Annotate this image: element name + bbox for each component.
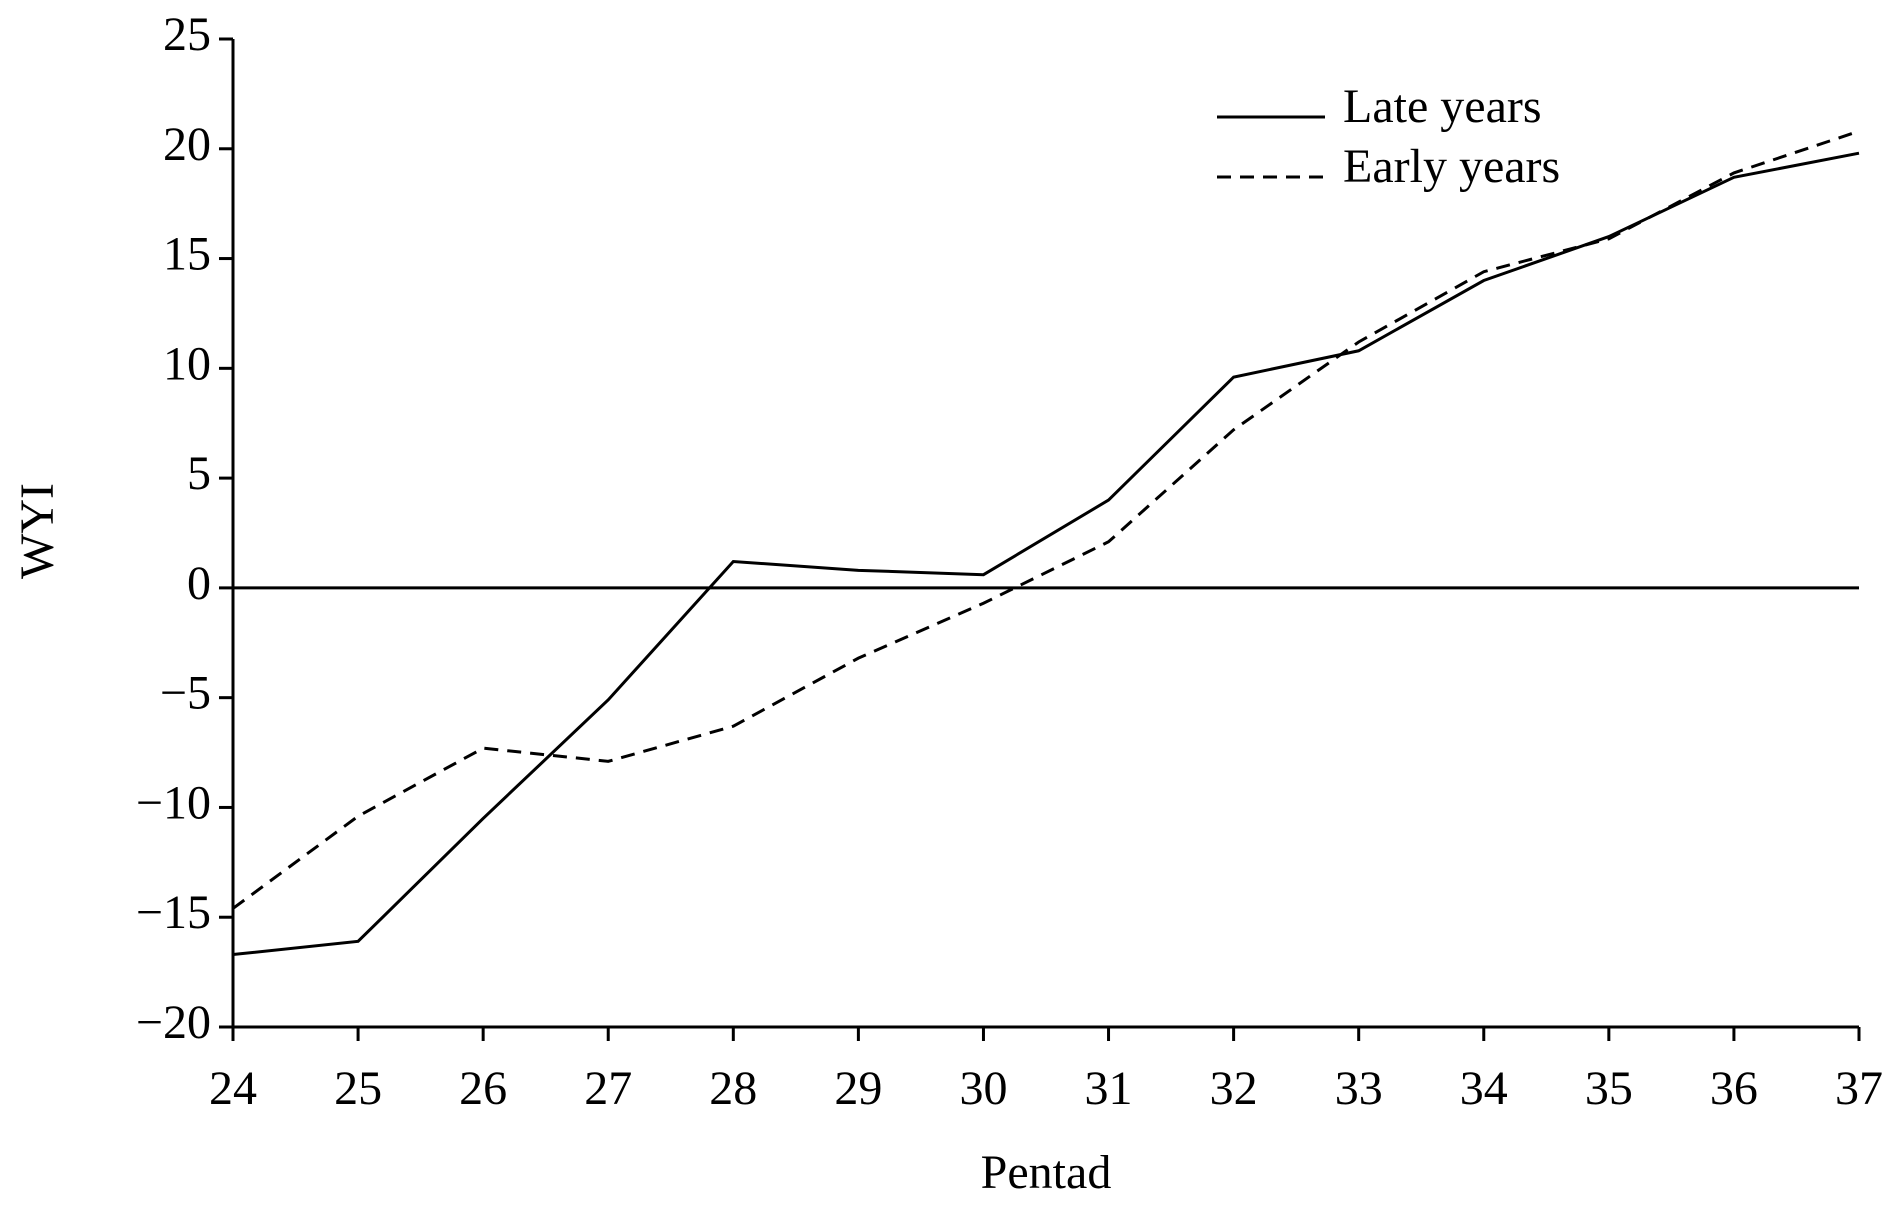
y-tick-label: 15 — [163, 228, 211, 281]
x-tick-label: 25 — [334, 1062, 382, 1115]
legend-label: Late years — [1343, 80, 1542, 133]
x-tick-label: 35 — [1585, 1062, 1633, 1115]
x-tick-label: 36 — [1710, 1062, 1758, 1115]
y-tick-label: 0 — [187, 557, 211, 610]
x-tick-label: 30 — [959, 1062, 1007, 1115]
y-tick-label: −15 — [136, 886, 211, 939]
x-tick-label: 27 — [584, 1062, 632, 1115]
y-tick-label: −20 — [136, 996, 211, 1049]
x-tick-label: 28 — [709, 1062, 757, 1115]
x-axis-label: Pentad — [981, 1146, 1112, 1199]
x-tick-label: 31 — [1085, 1062, 1133, 1115]
y-tick-label: −10 — [136, 776, 211, 829]
y-tick-label: 10 — [163, 337, 211, 390]
x-tick-label: 26 — [459, 1062, 507, 1115]
y-axis-label: WYI — [11, 483, 64, 579]
x-tick-label: 37 — [1835, 1062, 1883, 1115]
y-tick-label: 25 — [163, 8, 211, 61]
legend-label: Early years — [1343, 140, 1560, 193]
y-tick-label: 20 — [163, 118, 211, 171]
x-tick-label: 24 — [209, 1062, 257, 1115]
x-tick-label: 34 — [1460, 1062, 1508, 1115]
x-tick-label: 33 — [1335, 1062, 1383, 1115]
line-series — [232, 129, 1860, 910]
x-tick-label: 29 — [834, 1062, 882, 1115]
y-tick-label: −5 — [160, 667, 211, 720]
y-tick-label: 5 — [187, 447, 211, 500]
line-series — [232, 151, 1860, 957]
x-tick-label: 32 — [1210, 1062, 1258, 1115]
